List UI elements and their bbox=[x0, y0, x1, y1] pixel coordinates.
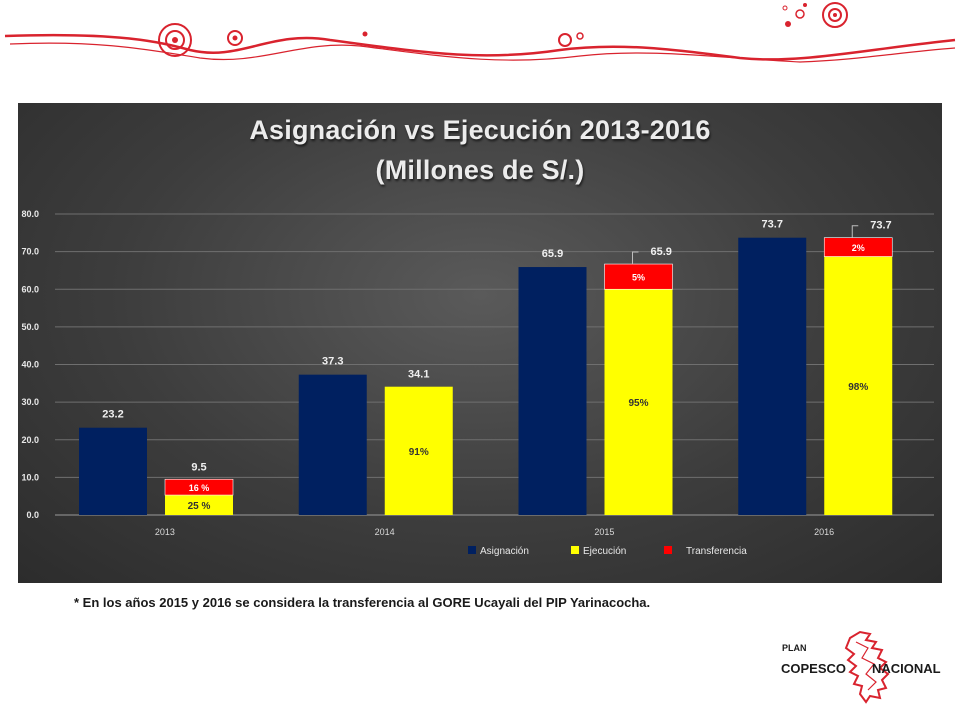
logo-copesco-text: COPESCO bbox=[781, 661, 847, 676]
data-label-asignacion-2014: 37.3 bbox=[322, 356, 343, 368]
bar-asignacion-2016 bbox=[738, 237, 807, 516]
chart-title: Asignación vs Ejecución 2013-2016 bbox=[249, 115, 711, 145]
x-tick-label: 2013 bbox=[155, 527, 175, 537]
y-tick-label: 0.0 bbox=[26, 510, 39, 520]
chart-subtitle: (Millones de S/.) bbox=[375, 155, 585, 185]
data-label-ejecucion-2014: 91% bbox=[409, 447, 429, 458]
data-label-total-2014: 34.1 bbox=[408, 369, 429, 381]
y-tick-label: 20.0 bbox=[21, 435, 39, 445]
bar-asignacion-2014 bbox=[298, 374, 367, 515]
logo-nacional-text: NACIONAL bbox=[872, 661, 941, 676]
x-tick-label: 2016 bbox=[814, 527, 834, 537]
x-tick-label: 2014 bbox=[375, 527, 395, 537]
legend-label-asignación: Asignación bbox=[480, 546, 529, 557]
total-leader-line-2016 bbox=[851, 225, 859, 238]
data-label-transferencia-2015: 5% bbox=[632, 273, 645, 283]
bar-asignacion-2013 bbox=[79, 427, 147, 515]
logo-plan-text: PLAN bbox=[782, 643, 807, 653]
legend-swatch-transferencia bbox=[664, 546, 672, 554]
header-swirl-decoration bbox=[4, 2, 956, 63]
data-label-ejecucion-2016: 98% bbox=[848, 382, 868, 393]
legend-label-ejecución: Ejecución bbox=[583, 546, 626, 557]
data-label-asignacion-2015: 65.9 bbox=[542, 248, 563, 260]
total-leader-line-2015 bbox=[632, 251, 639, 265]
bar-ejecucion-2013 bbox=[165, 495, 233, 515]
y-tick-label: 40.0 bbox=[21, 360, 39, 370]
y-tick-label: 10.0 bbox=[21, 472, 39, 482]
data-label-asignacion-2016: 73.7 bbox=[762, 219, 783, 231]
data-label-total-2016: 73.7 bbox=[870, 220, 891, 232]
y-tick-label: 80.0 bbox=[21, 209, 39, 219]
bar-transferencia-2015 bbox=[604, 263, 673, 290]
data-label-transferencia-2013: 16 % bbox=[189, 483, 210, 493]
data-label-transferencia-2016: 2% bbox=[852, 243, 865, 253]
bar-ejecucion-2015 bbox=[604, 289, 673, 515]
data-label-total-2015: 65.9 bbox=[651, 246, 672, 258]
y-tick-label: 30.0 bbox=[21, 397, 39, 407]
bar-transferencia-2013 bbox=[164, 478, 234, 496]
bar-ejecucion-2016 bbox=[824, 256, 893, 515]
plan-copesco-logo: PLAN COPESCO NACIONAL bbox=[778, 628, 948, 704]
y-tick-label: 70.0 bbox=[21, 247, 39, 257]
chart-panel: Asignación vs Ejecución 2013-2016 (Millo… bbox=[18, 103, 942, 583]
bar-ejecucion-2014 bbox=[384, 386, 453, 515]
y-tick-label: 50.0 bbox=[21, 322, 39, 332]
data-label-total-2013: 9.5 bbox=[191, 461, 206, 473]
y-tick-label: 60.0 bbox=[21, 284, 39, 294]
x-tick-label: 2015 bbox=[594, 527, 614, 537]
legend-swatch-ejecución bbox=[571, 546, 579, 554]
peru-map-logo-icon bbox=[844, 630, 890, 704]
bar-transferencia-2016 bbox=[823, 237, 893, 257]
chart-plot: 0.0 10.0 20.0 30.0 40.0 50.0 60.0 70.0 80.0 23.2 2… bbox=[21, 209, 934, 557]
legend-swatch-asignación bbox=[468, 546, 476, 554]
footnote: * En los años 2015 y 2016 se considera l… bbox=[74, 595, 651, 610]
data-label-ejecucion-2015: 95% bbox=[628, 398, 648, 409]
data-label-asignacion-2013: 23.2 bbox=[102, 409, 123, 421]
legend-label-transferencia: Transferencia bbox=[686, 546, 747, 557]
bar-asignacion-2015 bbox=[518, 267, 587, 515]
data-label-ejecucion-2013: 25 % bbox=[188, 501, 211, 512]
